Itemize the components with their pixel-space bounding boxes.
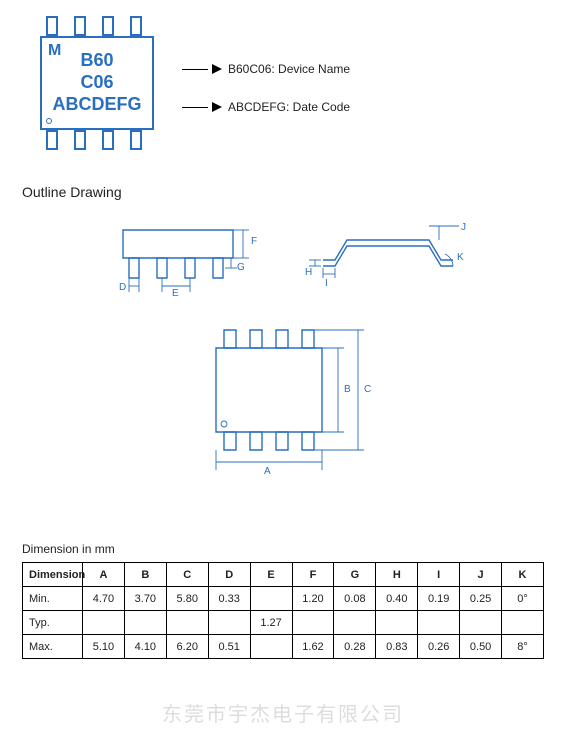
table-cell: 0.40 [376, 587, 418, 611]
table-header-E: E [250, 563, 292, 587]
table-header-J: J [460, 563, 502, 587]
table-row: Min.4.703.705.800.33 1.200.080.400.190.25… [23, 587, 544, 611]
table-row-label: Min. [23, 587, 83, 611]
callout-date: ABCDEFG: Date Code [182, 100, 350, 114]
table-cell: 0.19 [418, 587, 460, 611]
dim-D: D [119, 282, 126, 293]
pin1-dot-icon [46, 118, 52, 124]
section-title: Outline Drawing [22, 184, 544, 200]
table-cell: 5.10 [83, 635, 125, 659]
table-cell: 0.08 [334, 587, 376, 611]
table-cell: 4.70 [83, 587, 125, 611]
dim-K: K [457, 252, 464, 263]
table-header-A: A [83, 563, 125, 587]
table-header-dimension: Dimension [23, 563, 83, 587]
table-row: Typ. 1.27 [23, 611, 544, 635]
callout-date-label: ABCDEFG: Date Code [228, 100, 350, 114]
outline-front-view: F G D E [93, 220, 263, 300]
table-cell: 1.27 [250, 611, 292, 635]
dim-F: F [251, 236, 257, 247]
dim-J: J [461, 222, 466, 233]
table-cell: 0.25 [460, 587, 502, 611]
table-row-label: Typ. [23, 611, 83, 635]
outline-top-view: A B C [178, 322, 388, 482]
table-cell [166, 611, 208, 635]
table-cell: 0.83 [376, 635, 418, 659]
table-cell: 1.20 [292, 587, 334, 611]
table-header-H: H [376, 563, 418, 587]
dim-B: B [344, 384, 351, 395]
dimension-table: DimensionABCDEFGHIJK Min.4.703.705.800.3… [22, 562, 544, 659]
dim-E: E [172, 288, 179, 299]
callout-group: B60C06: Device Name ABCDEFG: Date Code [182, 62, 350, 114]
marking-line1: B60 [80, 51, 113, 71]
table-cell: 0.50 [460, 635, 502, 659]
table-cell [334, 611, 376, 635]
dim-G: G [237, 262, 245, 273]
table-cell [460, 611, 502, 635]
table-header-I: I [418, 563, 460, 587]
table-cell: 0.28 [334, 635, 376, 659]
table-cell: 6.20 [166, 635, 208, 659]
table-cell [376, 611, 418, 635]
table-header-D: D [208, 563, 250, 587]
marking-diagram: M B60 C06 ABCDEFG B60C06: Device Name AB… [22, 18, 544, 148]
table-cell: 4.10 [124, 635, 166, 659]
table-cell: 5.80 [166, 587, 208, 611]
callout-device-label: B60C06: Device Name [228, 62, 350, 76]
callout-device: B60C06: Device Name [182, 62, 350, 76]
table-cell: 1.62 [292, 635, 334, 659]
table-cell: 3.70 [124, 587, 166, 611]
table-cell: 0.33 [208, 587, 250, 611]
watermark: 东莞市宇杰电子有限公司 [22, 698, 544, 727]
table-cell: 0.26 [418, 635, 460, 659]
table-header-K: K [502, 563, 544, 587]
dim-H: H [305, 267, 312, 278]
table-cell: 8° [502, 635, 544, 659]
table-title: Dimension in mm [22, 542, 544, 556]
table-header-G: G [334, 563, 376, 587]
table-cell [208, 611, 250, 635]
table-cell [418, 611, 460, 635]
table-cell: 0.51 [208, 635, 250, 659]
outline-side-view: H I J K [303, 220, 473, 300]
marking-line2: C06 [80, 73, 113, 93]
table-cell [250, 635, 292, 659]
marking-line3: ABCDEFG [53, 95, 142, 115]
table-header-F: F [292, 563, 334, 587]
table-row-label: Max. [23, 635, 83, 659]
dim-I: I [325, 278, 328, 289]
outline-drawing-group: F G D E [22, 220, 544, 482]
chip-outline: M B60 C06 ABCDEFG [22, 18, 172, 148]
table-cell [502, 611, 544, 635]
table-cell [250, 587, 292, 611]
table-row: Max.5.104.106.200.51 1.620.280.830.260.50… [23, 635, 544, 659]
logo-icon: M [48, 42, 61, 60]
table-header-B: B [124, 563, 166, 587]
table-header-C: C [166, 563, 208, 587]
table-cell: 0° [502, 587, 544, 611]
dim-A: A [264, 466, 271, 477]
dim-C: C [364, 384, 371, 395]
table-cell [83, 611, 125, 635]
table-cell [292, 611, 334, 635]
table-cell [124, 611, 166, 635]
